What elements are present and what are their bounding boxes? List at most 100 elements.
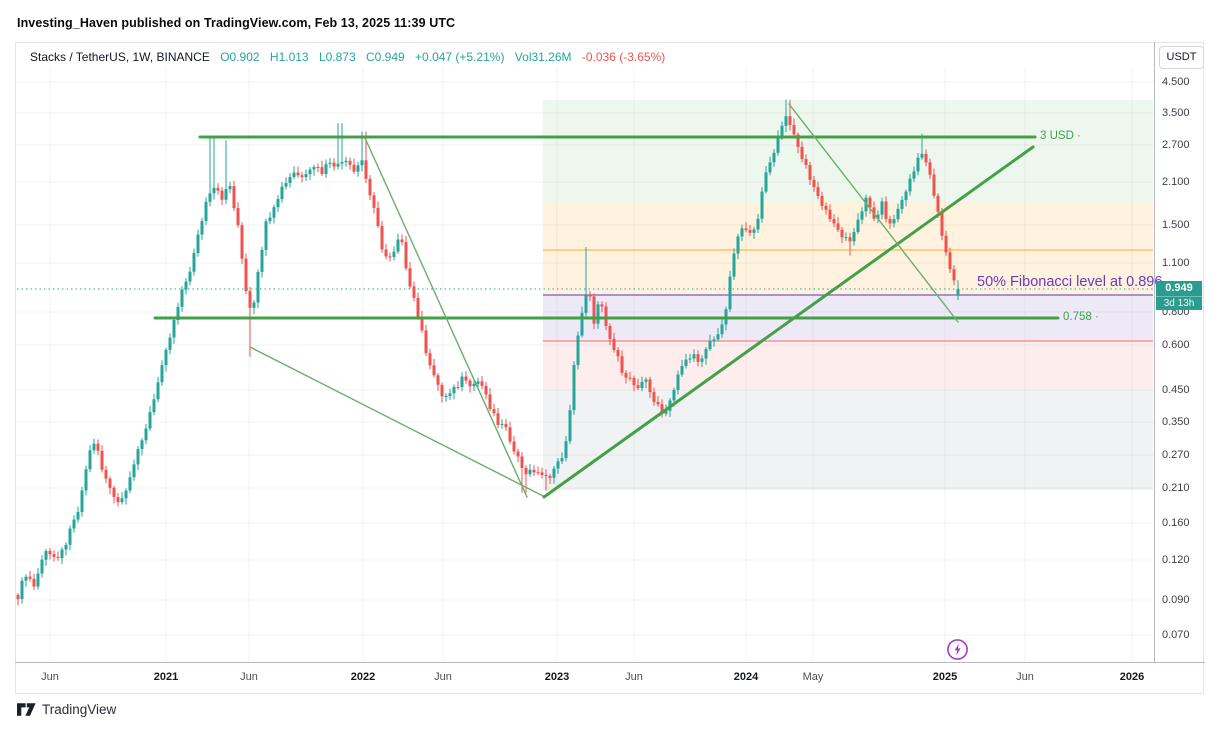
candle-body bbox=[100, 450, 104, 470]
candle-body bbox=[104, 469, 108, 479]
candle-body bbox=[704, 349, 708, 359]
price-tick-label: 4.500 bbox=[1162, 76, 1190, 88]
candle-body bbox=[48, 550, 52, 555]
candle-body bbox=[76, 512, 80, 520]
candle-body bbox=[256, 271, 260, 303]
candle-body bbox=[384, 249, 388, 257]
candle-body bbox=[420, 316, 424, 331]
volume-change: -0.036 (-3.65%) bbox=[581, 50, 666, 64]
fib-band bbox=[543, 390, 1153, 490]
candle-body bbox=[556, 461, 560, 469]
candle-body bbox=[564, 441, 568, 459]
candle-body bbox=[464, 376, 468, 381]
candle-body bbox=[916, 157, 920, 172]
candle-body bbox=[500, 423, 504, 425]
candle-body bbox=[196, 234, 200, 254]
candle-body bbox=[128, 477, 132, 491]
candle-body bbox=[248, 291, 252, 308]
fibonacci-note-label[interactable]: 50% Fibonacci level at 0.896 bbox=[977, 274, 1163, 290]
candle-body bbox=[292, 172, 296, 177]
candle-body bbox=[944, 235, 948, 253]
candle-body bbox=[108, 478, 112, 488]
candle-body bbox=[340, 162, 344, 164]
symbol-legend[interactable]: Stacks / TetherUS, 1W, BINANCE O0.902 H1… bbox=[30, 50, 672, 64]
candle-body bbox=[480, 381, 484, 386]
candle-body bbox=[184, 281, 188, 290]
price-tick-label: 0.070 bbox=[1162, 629, 1190, 641]
time-axis-separator bbox=[15, 662, 1205, 663]
volume-value: Vol31.26M bbox=[514, 50, 572, 64]
candle-body bbox=[648, 379, 652, 393]
candle-body bbox=[232, 186, 236, 209]
candle-body bbox=[580, 312, 584, 336]
candle-body bbox=[616, 350, 620, 357]
time-tick-label: Jun bbox=[240, 671, 258, 683]
candle-body bbox=[840, 229, 844, 238]
time-tick-label: Jun bbox=[434, 671, 452, 683]
price-chart-canvas[interactable] bbox=[15, 68, 1154, 662]
trendline-rising-support[interactable] bbox=[542, 145, 1035, 499]
candle-body bbox=[432, 365, 436, 376]
candle-body bbox=[28, 576, 32, 579]
candle-body bbox=[584, 295, 588, 313]
candle-body bbox=[416, 297, 420, 317]
time-tick-label: 2025 bbox=[932, 671, 958, 683]
candle-body bbox=[176, 306, 180, 321]
candle-body bbox=[888, 218, 892, 224]
candle-body bbox=[60, 549, 64, 559]
candle-body bbox=[940, 211, 944, 236]
candle-body bbox=[536, 472, 540, 474]
candle-body bbox=[444, 395, 448, 397]
candle-body bbox=[112, 487, 116, 498]
currency-toggle-button[interactable]: USDT bbox=[1159, 46, 1204, 69]
trendline-falling-wedge-upper[interactable] bbox=[364, 137, 528, 498]
candle-body bbox=[120, 498, 124, 503]
three-usd-label[interactable]: 3 USD · bbox=[1040, 130, 1081, 142]
candle-body bbox=[764, 172, 768, 192]
candle-body bbox=[628, 377, 632, 379]
candle-body bbox=[688, 358, 692, 360]
candle-body bbox=[220, 190, 224, 200]
candle-body bbox=[720, 324, 724, 335]
trendline-falling-wedge-lower[interactable] bbox=[249, 346, 546, 498]
candle-body bbox=[852, 232, 856, 242]
candle-body bbox=[140, 440, 144, 450]
candle-body bbox=[152, 399, 156, 413]
candle-body bbox=[652, 392, 656, 402]
price-tick-label: 3.500 bbox=[1162, 107, 1190, 119]
candle-body bbox=[592, 296, 596, 324]
candle-body bbox=[800, 146, 804, 160]
candle-body bbox=[792, 125, 796, 135]
lightning-badge-icon[interactable] bbox=[946, 638, 969, 661]
symbol-title: Stacks / TetherUS, 1W, BINANCE bbox=[30, 50, 210, 64]
candle-body bbox=[336, 163, 340, 167]
candle-body bbox=[428, 353, 432, 366]
trendline-decline-from-ath[interactable] bbox=[788, 103, 959, 323]
candle-body bbox=[876, 214, 880, 219]
candle-body bbox=[192, 253, 196, 272]
candle-body bbox=[272, 207, 276, 218]
candle-body bbox=[868, 197, 872, 208]
candle-body bbox=[64, 544, 68, 550]
candle-body bbox=[496, 413, 500, 425]
candle-body bbox=[956, 288, 960, 296]
candle-body bbox=[828, 209, 832, 220]
candle-body bbox=[280, 186, 284, 200]
candle-body bbox=[84, 469, 88, 491]
candle-body bbox=[752, 229, 756, 233]
candle-body bbox=[240, 225, 244, 259]
candle-body bbox=[288, 176, 292, 184]
support-0758-label[interactable]: 0.758 · bbox=[1063, 311, 1099, 323]
candle-body bbox=[544, 475, 548, 477]
candle-body bbox=[24, 576, 28, 581]
last-price-label: 0.949 bbox=[1156, 281, 1202, 296]
candle-body bbox=[884, 201, 888, 219]
ohlc-low: L0.873 bbox=[318, 50, 356, 64]
candle-body bbox=[456, 386, 460, 388]
candle-body bbox=[348, 160, 352, 165]
candle-body bbox=[612, 338, 616, 351]
candle-body bbox=[948, 252, 952, 270]
tradingview-logo[interactable]: TradingView bbox=[17, 702, 116, 717]
candle-body bbox=[856, 219, 860, 233]
candle-body bbox=[804, 159, 808, 166]
